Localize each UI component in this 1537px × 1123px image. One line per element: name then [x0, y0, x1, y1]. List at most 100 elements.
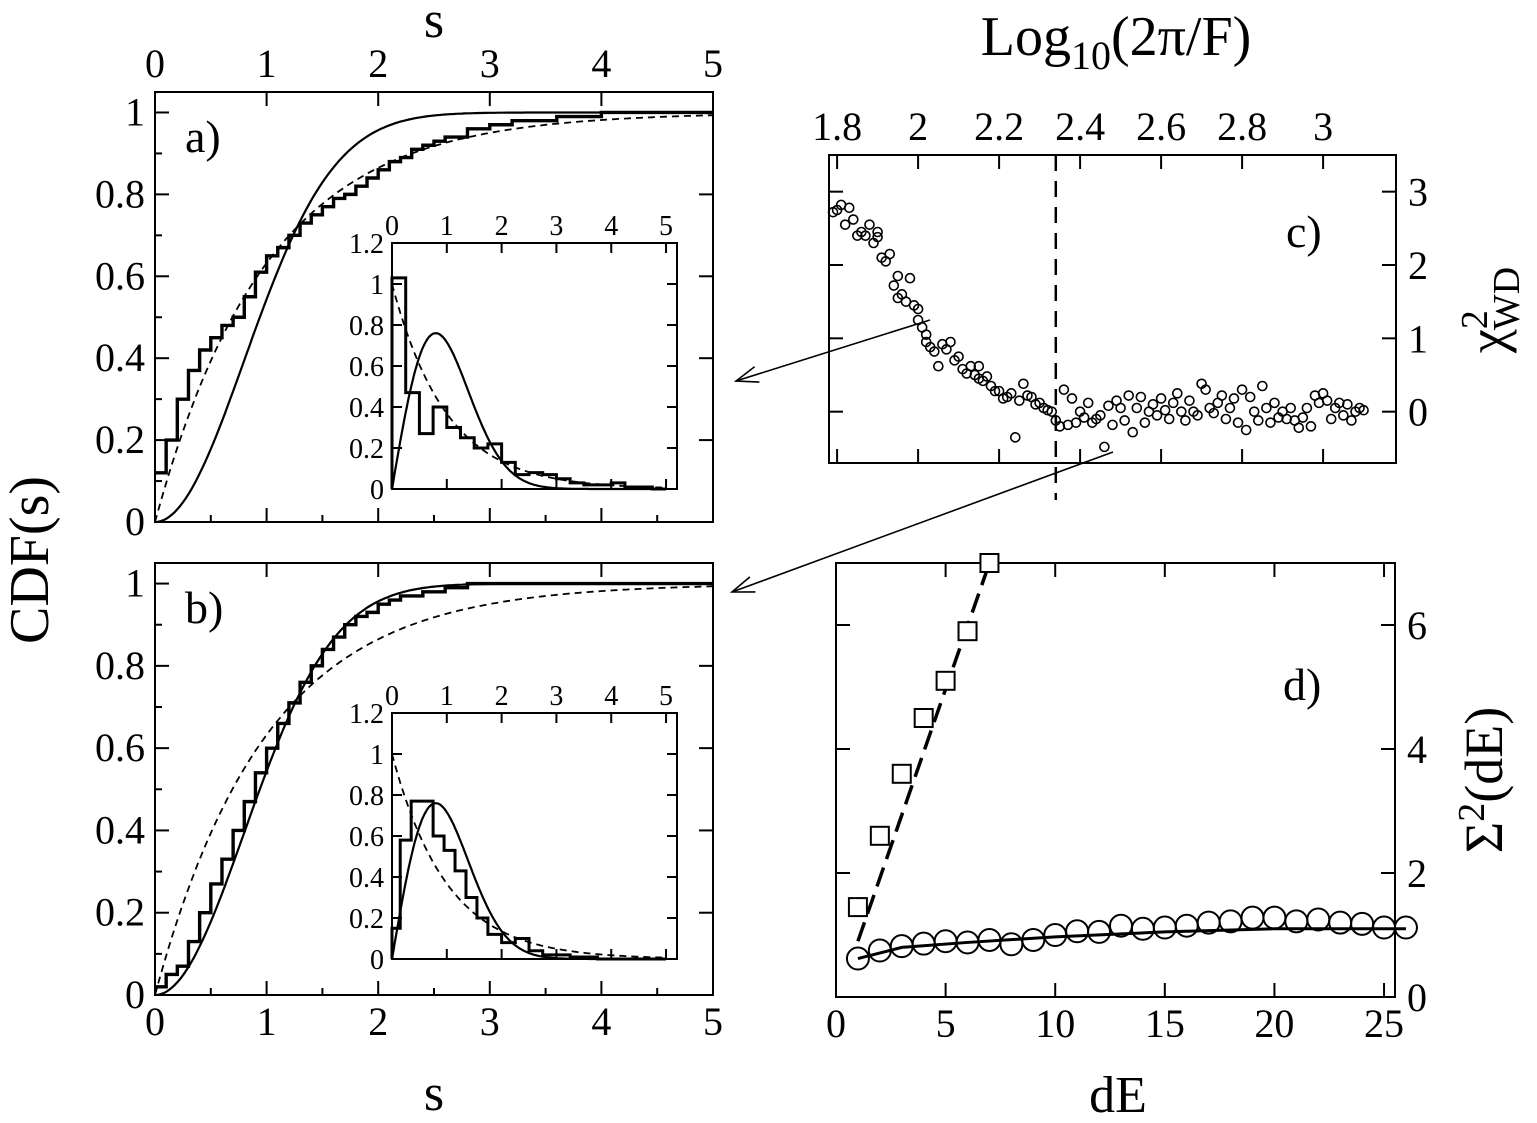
panel-d-circle-point: [999, 932, 1024, 957]
panel-a-wigner-curve: [154, 111, 713, 524]
arrow-to-panel-a-head: [733, 366, 760, 383]
panel-d-frame: [835, 562, 1396, 998]
panel-c-point: [872, 226, 883, 238]
panel-c-point: [945, 336, 956, 348]
panel-c-point: [1009, 432, 1021, 443]
panel-c-point: [1176, 406, 1187, 417]
panel-d-circle-point: [1043, 923, 1068, 947]
panel-a-ytick-label: 0: [125, 499, 145, 544]
panel-a-inset-poisson-pdf: [391, 283, 666, 489]
panel-c-xtick-label: 3: [1313, 104, 1333, 149]
panel-b-xlabel: s: [424, 1065, 444, 1122]
panel-c-point: [1107, 419, 1118, 431]
panel-d-ylabel: Σ2(dE): [1451, 707, 1514, 853]
panel-c-ytick-label: 2: [1408, 243, 1428, 288]
panel-c-ytick-label: 1: [1408, 316, 1428, 361]
panel-a-inset-frame: [391, 242, 678, 490]
panel-c-point: [1070, 417, 1082, 428]
panel-c-label: c): [1286, 206, 1322, 257]
arrow-to-panel-a: [735, 319, 931, 382]
panel-c-xtick-label: 2.8: [1217, 104, 1267, 149]
panel-d-label: d): [1283, 659, 1321, 710]
panel-a-inset-ytick-label: 0: [370, 475, 384, 506]
panel-a-inset-xtick-label: 2: [495, 211, 509, 242]
panel-d-ytick-label: 6: [1407, 603, 1427, 648]
panel-b-inset-poisson-pdf: [391, 753, 666, 959]
panel-a-label: a): [185, 111, 221, 162]
panel-b-tick-label: 4: [591, 999, 611, 1044]
panel-c-point: [1265, 417, 1276, 428]
panel-c-point: [1103, 400, 1114, 412]
panel-d-xtick-label: 10: [1035, 1001, 1075, 1046]
panel-c-point: [1253, 415, 1264, 426]
panel-b-empirical-cdf-step: [155, 581, 713, 989]
panel-c-point: [892, 270, 904, 282]
panel-c-point: [1082, 397, 1094, 409]
panel-c-top-xlabel: Log10(2π/F): [981, 6, 1252, 78]
panel-d-ytick-label: 2: [1407, 851, 1427, 896]
panel-d-ytick-label: 4: [1407, 727, 1427, 772]
panel-c-point: [1151, 410, 1163, 421]
panel-c-point: [1220, 413, 1232, 425]
panel-b-tick-label: 2: [368, 999, 388, 1044]
panel-a-ytick-label: 0.2: [95, 417, 145, 462]
panel-c-point: [1200, 384, 1211, 395]
panel-b-inset-xtick-label: 5: [659, 681, 673, 712]
panel-c-point: [1216, 390, 1228, 401]
panel-a-top-xlabel: s: [424, 0, 444, 49]
panel-c-point: [1127, 426, 1139, 438]
panel-c-point: [1018, 378, 1029, 390]
panel-c-point: [1208, 407, 1220, 419]
panel-d-ytick-label: 0: [1407, 975, 1427, 1020]
panel-c-point: [1139, 417, 1151, 428]
panel-b-inset-xtick-label: 2: [495, 681, 509, 712]
panel-b-tick-label: 5: [703, 999, 723, 1044]
panel-a: 0 1 2 3 4 500.20.40.60.81 a): [95, 41, 723, 544]
panel-c-point: [1338, 410, 1349, 421]
panel-c-point: [912, 303, 924, 315]
panel-b-wigner-curve: [154, 582, 713, 997]
panel-d-xtick-label: 25: [1364, 1001, 1404, 1046]
panel-c-point: [1269, 397, 1280, 409]
panel-c-point: [1248, 406, 1260, 417]
panel-d-xtick-label: 15: [1145, 1001, 1185, 1046]
panel-c-point: [1297, 412, 1309, 423]
panel-c-point: [1099, 441, 1110, 453]
panel-c-point: [904, 272, 916, 284]
panel-a-top-tick-label: 1: [257, 41, 277, 86]
panel-b-inset-ytick-label: 0.2: [349, 904, 384, 935]
panel-c-point: [1163, 413, 1175, 425]
panel-c-point: [839, 219, 851, 230]
panel-c-point: [1301, 402, 1313, 414]
panel-c-point: [1358, 404, 1369, 416]
arrows: [729, 319, 1114, 593]
panel-c-point: [1192, 410, 1203, 421]
panel-c-xtick-label: 2.2: [974, 104, 1024, 149]
panel-c-point: [1066, 393, 1078, 404]
panel-d-xlabel: dE: [1089, 1067, 1147, 1123]
panel-c-point: [1293, 422, 1305, 434]
panel-d-square-point: [935, 670, 956, 691]
panel-c-point: [1159, 404, 1171, 416]
panel-d-square-point: [847, 897, 868, 918]
panel-b-inset-ytick-label: 0.6: [349, 822, 384, 853]
panel-c-point: [928, 346, 940, 357]
panel-c-point: [1135, 391, 1147, 403]
panel-c-point: [1005, 388, 1017, 399]
panel-c-point: [1180, 415, 1191, 426]
panel-b-ytick-label: 0.6: [95, 725, 145, 770]
panel-c-frame: [828, 154, 1397, 464]
panel-d-circle-point: [1262, 905, 1287, 930]
panel-c-xtick-label: 2.4: [1055, 104, 1105, 149]
panel-a-top-tick-label: 3: [480, 41, 500, 86]
panel-c-point: [1172, 388, 1183, 399]
panel-d-circle-point: [1306, 907, 1331, 932]
panel-c: 1.8 2 2.2 2.4 2.6 2.8 3 0 1 2 3 c): [812, 104, 1428, 500]
panel-d-circle-point: [1174, 913, 1199, 938]
panel-b-ytick-label: 1: [125, 561, 145, 606]
panel-c-point: [1147, 399, 1159, 410]
panel-c-xtick-label: 1.8: [812, 104, 862, 149]
panel-a-inset-wigner-pdf: [390, 332, 666, 491]
